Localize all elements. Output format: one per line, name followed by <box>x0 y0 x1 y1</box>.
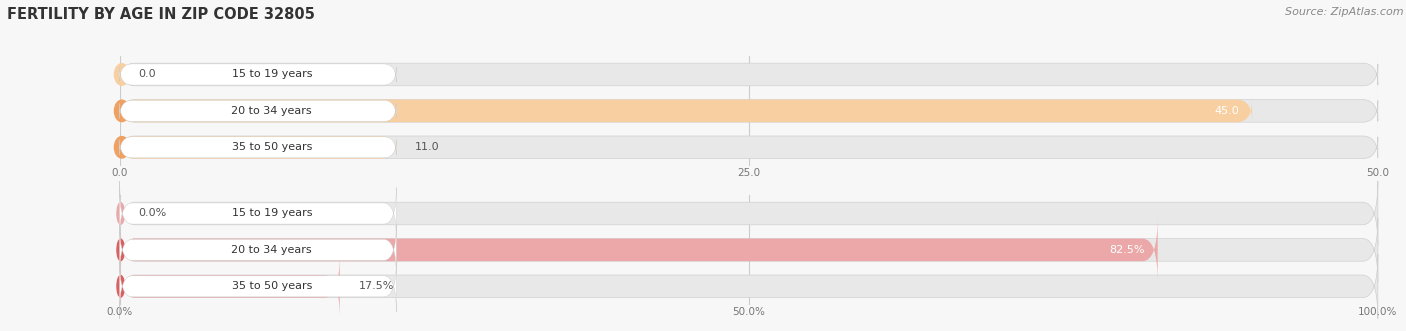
Text: Source: ZipAtlas.com: Source: ZipAtlas.com <box>1285 7 1403 17</box>
Circle shape <box>114 137 129 158</box>
FancyBboxPatch shape <box>120 64 396 85</box>
Text: 15 to 19 years: 15 to 19 years <box>232 209 312 218</box>
FancyBboxPatch shape <box>120 217 1378 282</box>
Text: 15 to 19 years: 15 to 19 years <box>232 70 312 79</box>
Text: 82.5%: 82.5% <box>1109 245 1144 255</box>
Text: FERTILITY BY AGE IN ZIP CODE 32805: FERTILITY BY AGE IN ZIP CODE 32805 <box>7 7 315 22</box>
FancyBboxPatch shape <box>120 260 396 312</box>
Text: 20 to 34 years: 20 to 34 years <box>232 106 312 116</box>
FancyBboxPatch shape <box>120 137 396 158</box>
FancyBboxPatch shape <box>120 100 396 121</box>
Circle shape <box>114 100 129 121</box>
FancyBboxPatch shape <box>120 181 1378 246</box>
Text: 0.0%: 0.0% <box>138 209 167 218</box>
FancyBboxPatch shape <box>120 63 1378 86</box>
FancyBboxPatch shape <box>120 100 1378 122</box>
FancyBboxPatch shape <box>120 254 340 319</box>
Circle shape <box>117 239 124 260</box>
Text: 45.0: 45.0 <box>1215 106 1240 116</box>
FancyBboxPatch shape <box>120 254 1378 319</box>
FancyBboxPatch shape <box>120 136 1378 159</box>
Circle shape <box>114 64 129 85</box>
Circle shape <box>117 276 124 297</box>
FancyBboxPatch shape <box>120 224 396 276</box>
Text: 0.0: 0.0 <box>138 70 156 79</box>
Circle shape <box>117 203 124 224</box>
FancyBboxPatch shape <box>120 217 1157 282</box>
Text: 11.0: 11.0 <box>415 142 440 152</box>
Text: 35 to 50 years: 35 to 50 years <box>232 142 312 152</box>
FancyBboxPatch shape <box>120 100 1251 122</box>
Text: 35 to 50 years: 35 to 50 years <box>232 281 312 291</box>
FancyBboxPatch shape <box>120 136 396 159</box>
Text: 17.5%: 17.5% <box>359 281 394 291</box>
Text: 20 to 34 years: 20 to 34 years <box>232 245 312 255</box>
FancyBboxPatch shape <box>120 188 396 239</box>
